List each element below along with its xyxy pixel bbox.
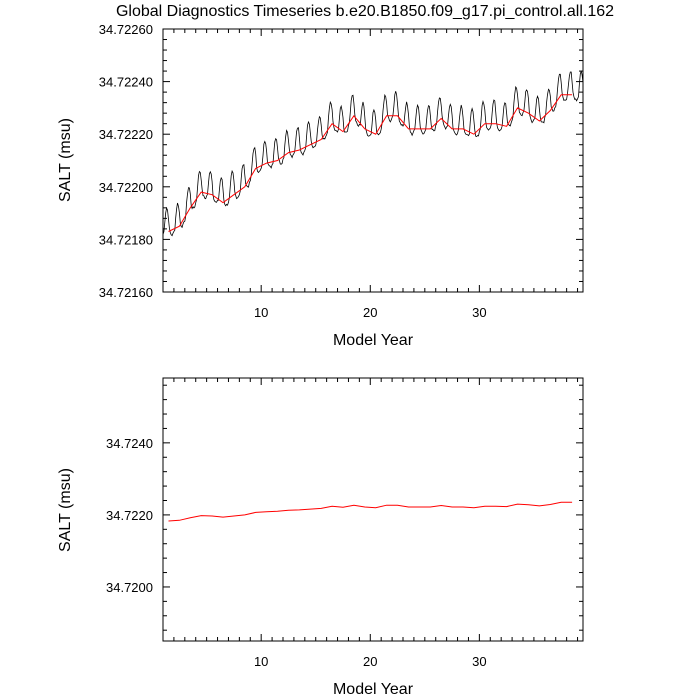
top-y-tick-label: 34.72160 (99, 285, 153, 300)
bottom-panel: 10 20 30 34.7200 34.7220 34.7240 Model Year S… (57, 377, 584, 698)
bottom-annual-mean-line (168, 501, 573, 522)
top-y-tick-label: 34.72220 (99, 127, 153, 142)
top-panel: 10 20 30 34.72160 34.72180 34.72200 34.72220 34… (57, 22, 584, 349)
top-x-axis-title: Model Year (333, 332, 414, 349)
top-x-tick-label: 30 (472, 305, 486, 320)
bottom-x-tick-label: 10 (254, 654, 268, 669)
bottom-y-tick-label: 34.7240 (106, 436, 153, 451)
bottom-x-tick-label: 30 (472, 654, 486, 669)
top-monthly-line (162, 70, 584, 237)
top-y-tick-label: 34.72180 (99, 232, 153, 247)
bottom-x-axis-title: Model Year (333, 681, 414, 698)
top-y-axis-title: SALT (msu) (57, 118, 74, 202)
bottom-x-tick-label: 20 (363, 654, 377, 669)
top-y-tick-label: 34.72260 (99, 22, 153, 37)
bottom-tick-labels: 10 20 30 34.7200 34.7220 34.7240 (106, 436, 487, 669)
top-y-tick-label: 34.72240 (99, 75, 153, 90)
top-series (162, 70, 584, 237)
top-annual-mean-line (168, 94, 573, 232)
chart-title: Global Diagnostics Timeseries b.e20.B185… (116, 3, 614, 20)
bottom-y-tick-label: 34.7200 (106, 580, 153, 595)
bottom-plot-frame (162, 377, 584, 642)
top-axis-ticks (162, 28, 583, 292)
bottom-y-axis-title: SALT (msu) (57, 468, 74, 552)
bottom-axis-ticks (162, 378, 583, 641)
bottom-y-tick-label: 34.7220 (106, 508, 153, 523)
top-tick-labels: 10 20 30 34.72160 34.72180 34.72200 34.72220 34… (99, 22, 487, 320)
bottom-series (168, 501, 573, 522)
top-x-tick-label: 10 (254, 305, 268, 320)
top-y-tick-label: 34.72200 (99, 180, 153, 195)
top-plot-frame (162, 28, 584, 293)
top-x-tick-label: 20 (363, 305, 377, 320)
